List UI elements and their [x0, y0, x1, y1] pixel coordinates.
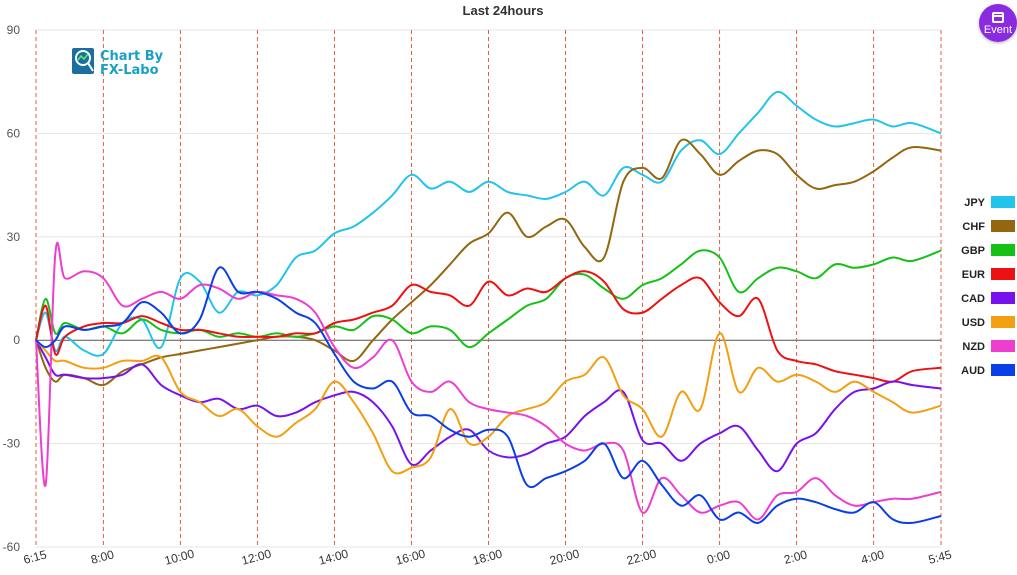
legend-label-usd: USD — [962, 317, 985, 329]
x-tick-label: 22:00 — [625, 546, 658, 567]
x-tick-label: 5:45 — [927, 547, 953, 567]
y-tick-label: -30 — [3, 437, 21, 451]
event-button-label: Event — [983, 24, 1013, 36]
legend-swatch-eur — [991, 268, 1015, 280]
series-lines — [35, 90, 942, 525]
x-tick-label: 8:00 — [89, 547, 115, 567]
x-tick-label: 6:15 — [22, 547, 48, 567]
x-tick-label: 18:00 — [471, 546, 504, 567]
series-line-gbp — [35, 249, 942, 349]
grid — [35, 29, 942, 548]
legend-label-cad: CAD — [961, 293, 985, 305]
legend-label-nzd: NZD — [962, 341, 985, 353]
legend-swatch-cad — [991, 292, 1015, 304]
calendar-icon — [992, 12, 1004, 23]
legend-label-jpy: JPY — [964, 197, 985, 209]
legend-label-chf: CHF — [962, 221, 985, 233]
legend-swatch-nzd — [991, 340, 1015, 352]
logo-line1: Chart By — [100, 49, 164, 64]
series-line-jpy — [35, 90, 942, 357]
legend-swatch-chf — [991, 220, 1015, 232]
legend-swatch-gbp — [991, 244, 1015, 256]
y-tick-label: 0 — [13, 333, 20, 347]
legend-label-eur: EUR — [962, 269, 985, 281]
legend-label-gbp: GBP — [961, 245, 985, 257]
x-tick-label: 4:00 — [859, 547, 885, 567]
x-tick-label: 20:00 — [548, 546, 581, 567]
legend-swatch-jpy — [991, 196, 1015, 208]
series-line-usd — [35, 332, 942, 475]
x-tick-label: 10:00 — [163, 546, 196, 567]
event-button[interactable]: Event — [979, 4, 1017, 42]
y-tick-label: -60 — [3, 540, 21, 554]
y-tick-label: 60 — [7, 126, 21, 140]
logo: Chart By FX-Labo — [72, 48, 164, 78]
legend: JPY CHF GBP EUR CAD USD NZD AUD — [961, 196, 1015, 377]
series-line-eur — [35, 270, 942, 383]
series-line-nzd — [35, 242, 942, 521]
x-tick-label: 0:00 — [705, 547, 731, 567]
x-tick-label: 14:00 — [317, 546, 350, 567]
x-tick-label: 12:00 — [240, 546, 273, 567]
legend-swatch-usd — [991, 316, 1015, 328]
logo-line2: FX-Labo — [100, 63, 159, 78]
x-tick-label: 16:00 — [394, 546, 427, 567]
chart-logo-icon — [72, 48, 94, 74]
series-line-aud — [35, 266, 942, 525]
legend-swatch-aud — [991, 364, 1015, 376]
axes: 90 60 30 0 -30 -606:15 8:00 10:00 12:00 14:00 16:0… — [3, 23, 954, 568]
series-line-cad — [35, 339, 942, 473]
chart-title: Last 24hours — [463, 3, 544, 18]
x-tick-label: 2:00 — [782, 547, 808, 567]
y-tick-label: 30 — [7, 230, 21, 244]
y-tick-label: 90 — [7, 23, 21, 37]
legend-label-aud: AUD — [961, 365, 985, 377]
